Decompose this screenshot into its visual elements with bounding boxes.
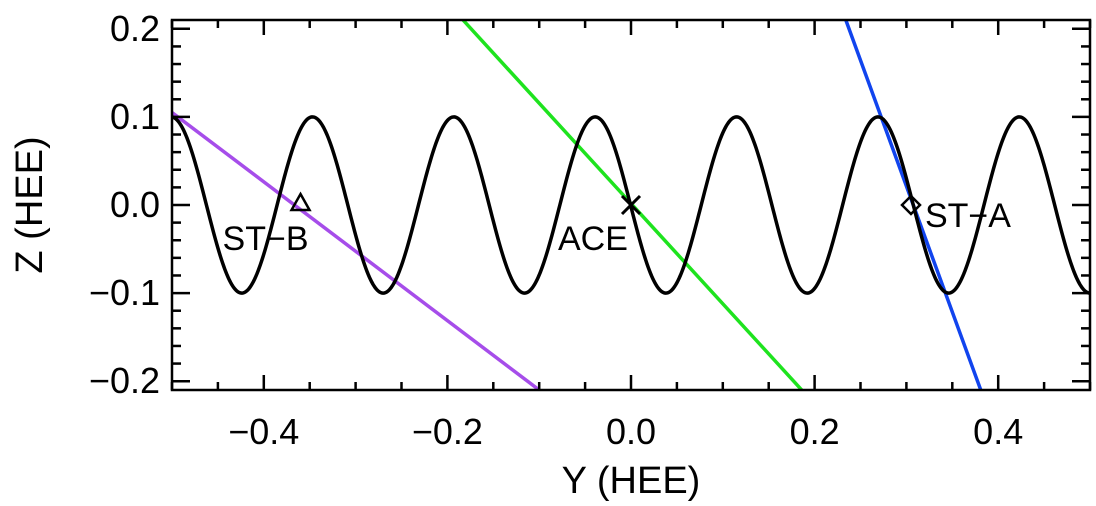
st-a-marker bbox=[900, 194, 922, 216]
ace-marker bbox=[620, 194, 642, 216]
y-tick-label: −0.2 bbox=[89, 360, 160, 401]
x-tick-label: 0.4 bbox=[973, 411, 1023, 452]
y-tick-label: 0.1 bbox=[110, 96, 160, 137]
x-tick-label: 0.2 bbox=[790, 411, 840, 452]
y-tick-label: −0.1 bbox=[89, 272, 160, 313]
x-axis-title: Y (HEE) bbox=[562, 460, 701, 502]
marker-labels: ST−B ACE ST−A bbox=[223, 197, 1012, 258]
y-axis: −0.2 −0.1 0.0 0.1 0.2 bbox=[89, 8, 1090, 401]
st-b-label: ST−B bbox=[223, 220, 309, 258]
y-tick-label: 0.0 bbox=[110, 184, 160, 225]
ace-label: ACE bbox=[558, 220, 628, 258]
x-tick-label: 0.0 bbox=[606, 411, 656, 452]
y-tick-label: 0.2 bbox=[110, 8, 160, 49]
x-axis: −0.4 −0.2 0.0 0.2 0.4 bbox=[170, 20, 1092, 452]
y-axis-title: Z (HEE) bbox=[9, 136, 51, 273]
st-a-label: ST−A bbox=[925, 197, 1011, 235]
x-tick-label: −0.4 bbox=[228, 411, 299, 452]
spacecraft-markers bbox=[289, 191, 922, 216]
x-tick-label: −0.2 bbox=[412, 411, 483, 452]
trajectory-line bbox=[172, 111, 541, 390]
st-b-marker bbox=[289, 191, 312, 212]
plot-area bbox=[172, 20, 1090, 390]
